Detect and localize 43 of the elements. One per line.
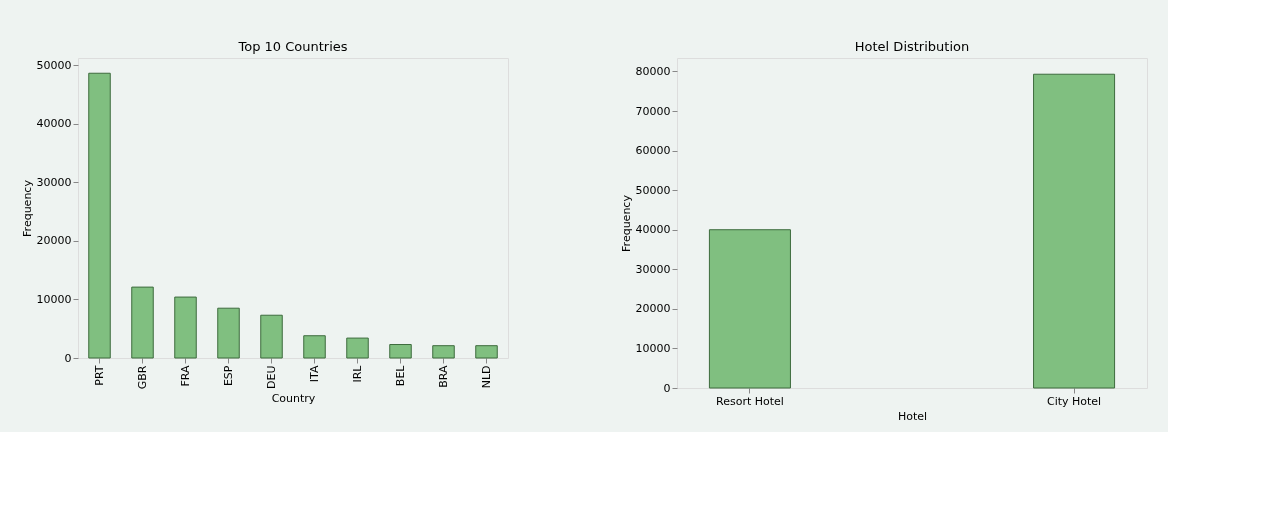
bar: [432, 345, 455, 359]
y-tick-label: 60000: [635, 144, 671, 158]
y-tick-label: 50000: [635, 183, 671, 197]
y-tick-label: 30000: [36, 175, 72, 189]
bar: [346, 337, 369, 359]
y-tick-label: 0: [64, 351, 72, 365]
chart-title: Hotel Distribution: [854, 39, 970, 54]
y-tick-label: 80000: [635, 64, 671, 78]
y-tick-label: 0: [663, 381, 671, 395]
x-tick-label: PRT: [92, 365, 106, 386]
x-tick-label: BRA: [436, 365, 450, 388]
y-tick-label: 40000: [36, 117, 72, 131]
x-tick-label: FRA: [178, 365, 192, 387]
y-axis-title: Frequency: [619, 194, 633, 252]
x-tick-label: NLD: [479, 365, 493, 389]
y-axis-title: Frequency: [20, 179, 34, 237]
x-tick-label: IRL: [350, 364, 364, 383]
bar: [88, 72, 111, 359]
y-tick-label: 40000: [635, 223, 671, 237]
bar: [260, 314, 283, 359]
x-tick-label: GBR: [135, 365, 149, 390]
bar: [475, 345, 498, 359]
x-axis-title: Country: [271, 392, 316, 406]
x-tick-label: BEL: [393, 364, 407, 387]
bar: [131, 286, 154, 359]
x-axis-title: Hotel: [897, 409, 928, 423]
y-tick-label: 10000: [635, 341, 671, 355]
y-tick-label: 50000: [36, 58, 72, 72]
x-tick-label: ESP: [221, 365, 235, 387]
chart-title: Top 10 Countries: [237, 39, 348, 54]
y-tick-label: 10000: [36, 292, 72, 306]
bar: [174, 296, 197, 359]
y-tick-label: 70000: [635, 104, 671, 118]
x-tick-label: ITA: [307, 365, 321, 383]
bar: [389, 344, 412, 359]
x-tick-label: DEU: [264, 365, 278, 389]
y-tick-label: 20000: [635, 302, 671, 316]
y-tick-label: 30000: [635, 262, 671, 276]
y-tick-label: 20000: [36, 234, 72, 248]
x-tick-label: City Hotel: [1046, 394, 1102, 408]
bar: [217, 307, 240, 359]
bar: [303, 335, 326, 359]
x-tick-label: Resort Hotel: [716, 394, 784, 408]
